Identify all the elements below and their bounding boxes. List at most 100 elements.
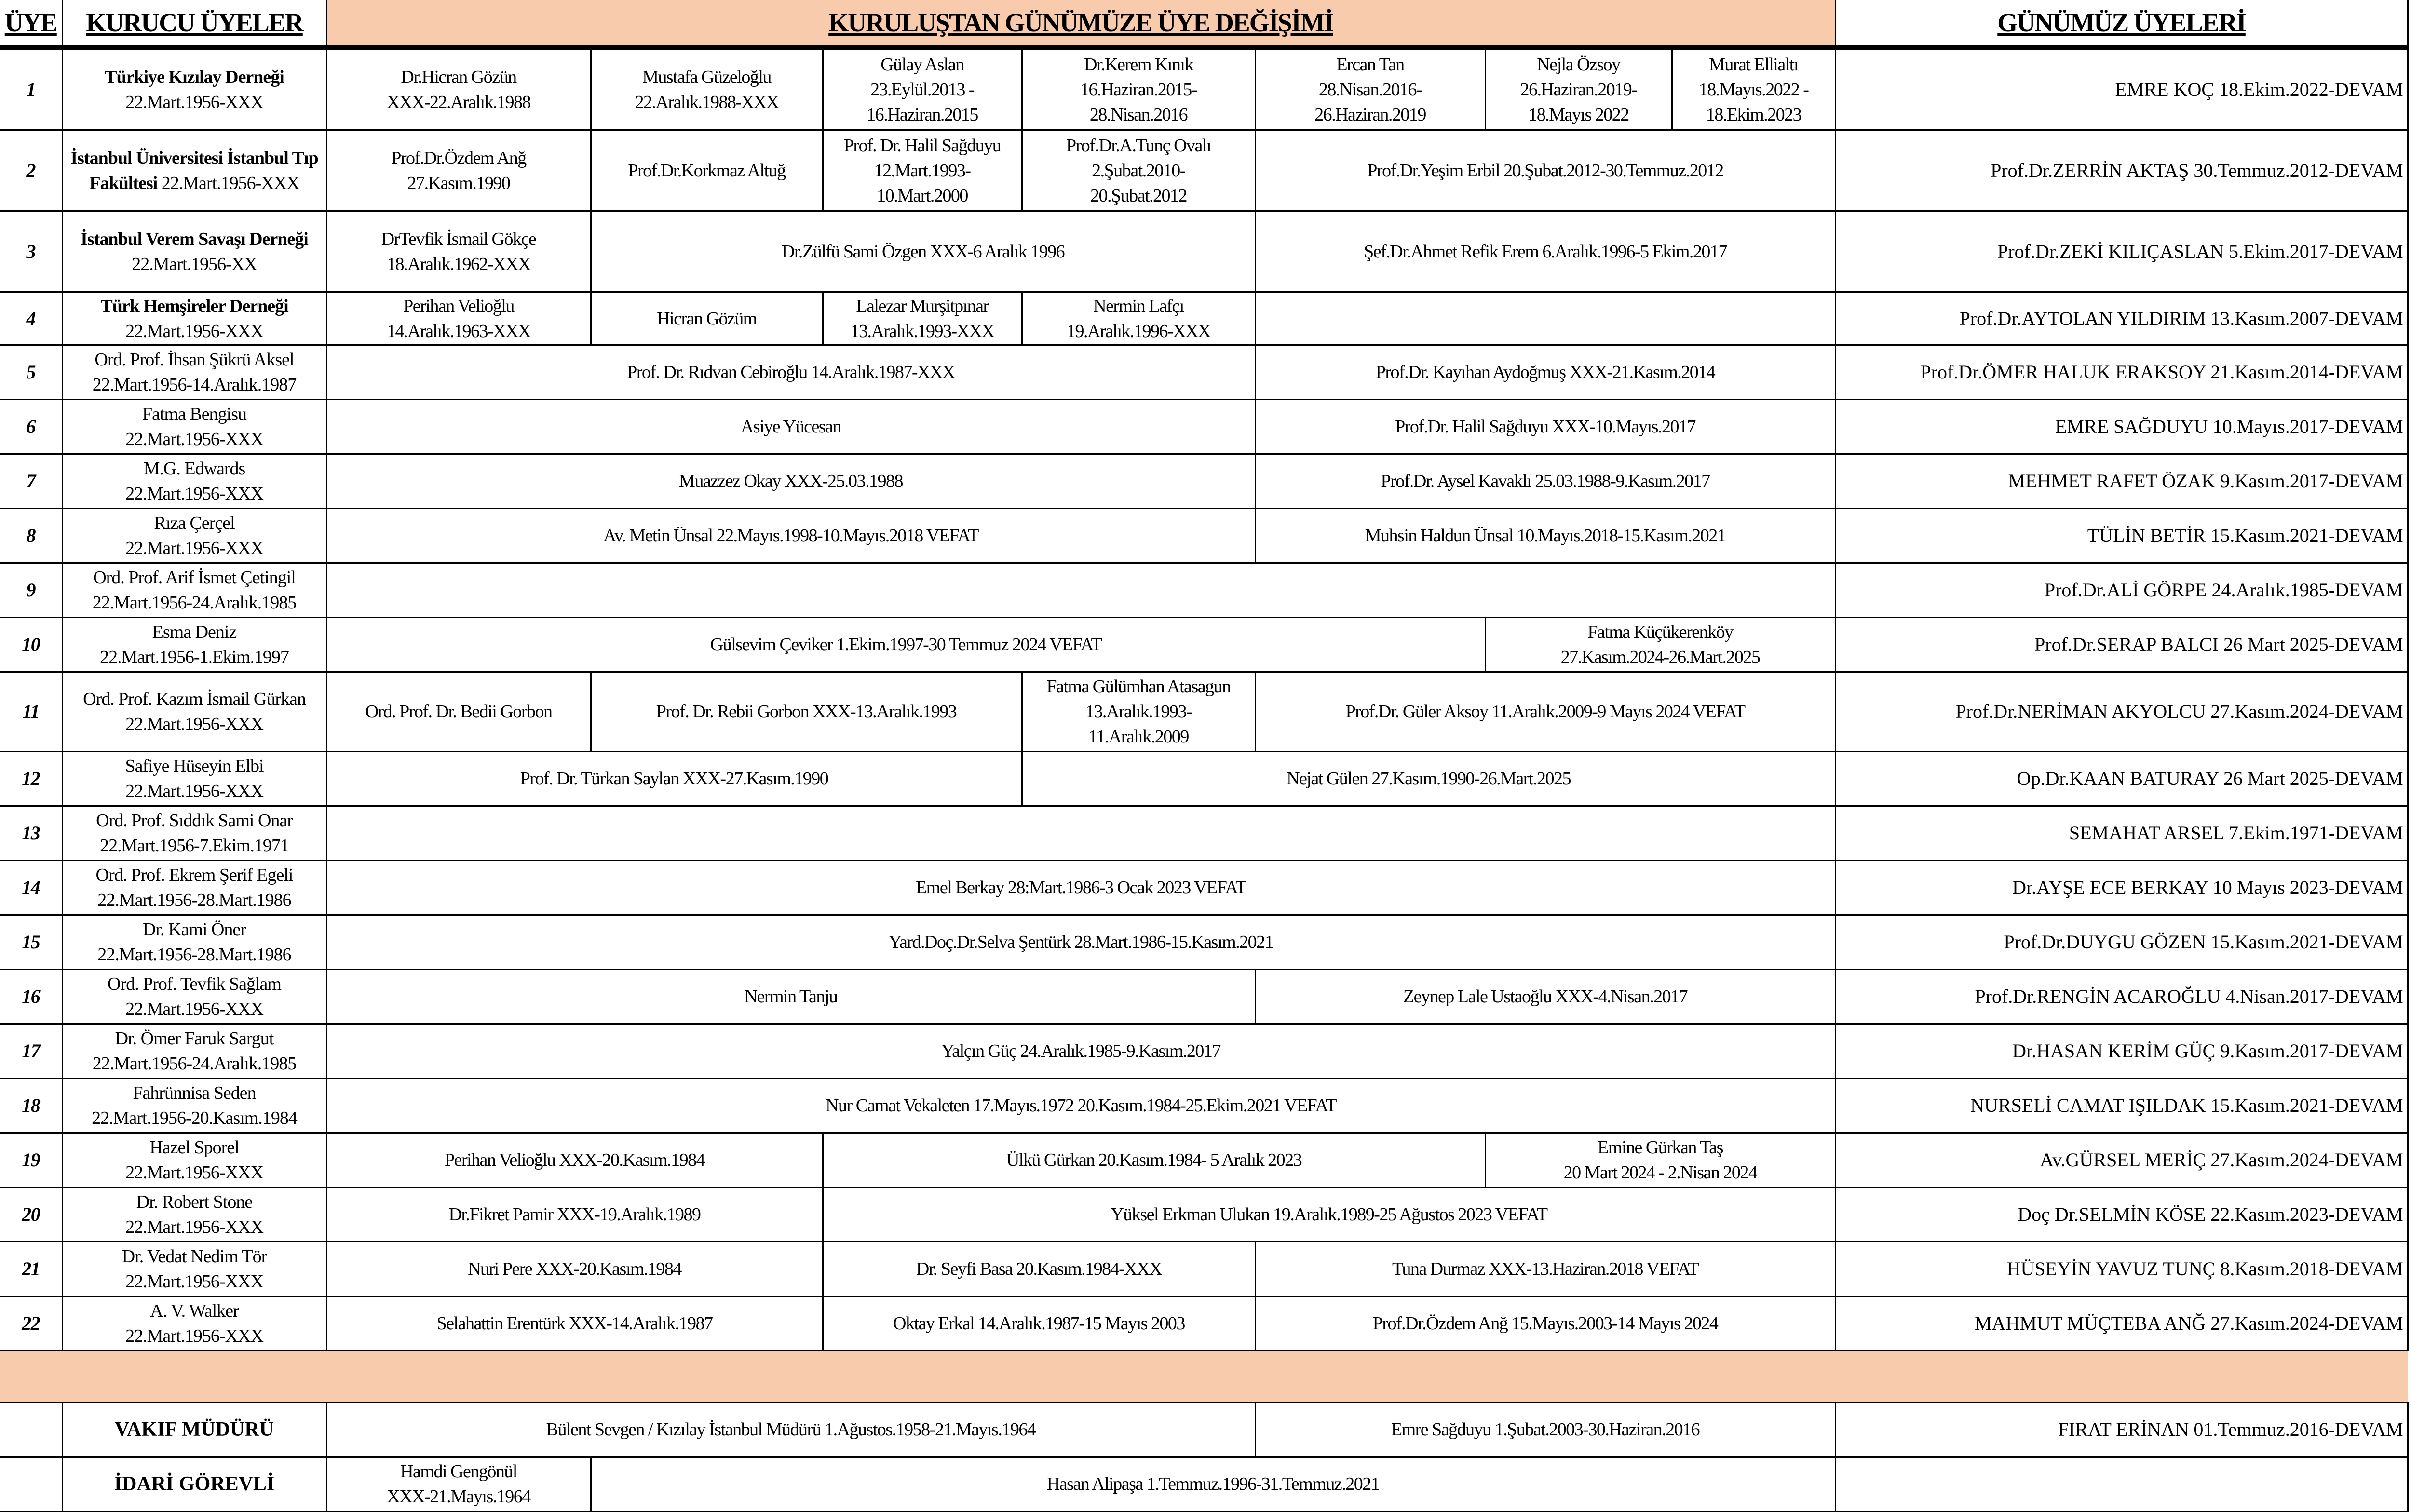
current-member: Prof.Dr.ZEKİ KILIÇASLAN 5.Ekim.2017-DEVA… — [1834, 210, 2409, 293]
staff-row: VAKIF MÜDÜRÜ Bülent Sevgen / Kızılay İsta… — [0, 1402, 2409, 1458]
member-change-cell: Dr. Seyfi Basa 20.Kasım.1984-XXX — [822, 1241, 1256, 1297]
member-change-cell: Prof. Dr. Rebii Gorbon XXX-13.Aralık.199… — [590, 671, 1023, 752]
founder-cell: Ord. Prof. Tevfik Sağlam 22.Mart.1956-XX… — [61, 969, 327, 1025]
member-change-cell: Mustafa Güzeloğlu 22.Aralık.1988-XXX — [590, 47, 824, 131]
member-number: 14 — [0, 860, 63, 916]
member-change-cell: Gülsevim Çeviker 1.Ekim.1997-30 Temmuz 2… — [325, 617, 1486, 673]
founder-dates: 22.Mart.1956-XXX — [125, 714, 264, 734]
founder-dates: 22.Mart.1956-20.Kasım.1984 — [92, 1108, 298, 1128]
current-member: MAHMUT MÜÇTEBA ANĞ 27.Kasım.2024-DEVAM — [1834, 1296, 2409, 1351]
founder-name: Fahrünnisa Seden — [133, 1083, 256, 1103]
founder-cell: Türk Hemşireler Derneği 22.Mart.1956-XXX — [61, 291, 327, 346]
founder-cell: Esma Deniz 22.Mart.1956-1.Ekim.1997 — [61, 617, 327, 673]
table-row: 8 Rıza Çerçel 22.Mart.1956-XXX Av. Metin Ü… — [0, 508, 2409, 564]
founder-dates: 22.Mart.1956-XXX — [125, 999, 264, 1019]
current-member: Av.GÜRSEL MERİÇ 27.Kasım.2024-DEVAM — [1834, 1132, 2409, 1188]
header-uye-label: ÜYE — [4, 8, 58, 37]
member-change-cell: Selahattin Erentürk XXX-14.Aralık.1987 — [325, 1296, 824, 1351]
founder-name: Fatma Bengisu — [142, 404, 247, 424]
staff-role: İDARİ GÖREVLİ — [61, 1456, 327, 1512]
header-current-label: GÜNÜMÜZ ÜYELERİ — [1997, 8, 2247, 37]
founder-cell: M.G. Edwards 22.Mart.1956-XXX — [61, 453, 327, 509]
table-row: 7 M.G. Edwards 22.Mart.1956-XXX Muazzez Ok… — [0, 453, 2409, 509]
member-number: 17 — [0, 1023, 63, 1079]
founder-dates: 22.Mart.1956-XXX — [125, 1271, 264, 1292]
staff-history-cell: Hamdi Gengönül XXX-21.Mayıs.1964 — [325, 1456, 592, 1512]
member-number: 9 — [0, 562, 63, 618]
member-change-cell: Dr.Hicran Gözün XXX-22.Aralık.1988 — [325, 47, 592, 131]
founder-dates: 22.Mart.1956-XXX — [125, 1162, 264, 1183]
current-member: Prof.Dr.NERİMAN AKYOLCU 27.Kasım.2024-DE… — [1834, 671, 2409, 752]
header-current: GÜNÜMÜZ ÜYELERİ — [1834, 0, 2409, 50]
member-change-cell: Nur Camat Vekaleten 17.Mayıs.1972 20.Kas… — [325, 1078, 1836, 1134]
member-change-cell: Av. Metin Ünsal 22.Mayıs.1998-10.Mayıs.2… — [325, 508, 1256, 564]
member-number: 22 — [0, 1296, 63, 1351]
member-number: 13 — [0, 805, 63, 861]
member-change-cell: Nermin Lafçı 19.Aralık.1996-XXX — [1021, 291, 1256, 346]
member-change-cell: Dr.Fikret Pamir XXX-19.Aralık.1989 — [325, 1187, 824, 1242]
table-row: 18 Fahrünnisa Seden 22.Mart.1956-20.Kasım… — [0, 1078, 2409, 1134]
founder-dates: 22.Mart.1956-XX — [132, 254, 257, 274]
member-change-cell: Nuri Pere XXX-20.Kasım.1984 — [325, 1241, 824, 1297]
member-number: 18 — [0, 1078, 63, 1134]
founder-name: İstanbul Üniversitesi İstanbul Tıp Fakül… — [70, 148, 318, 193]
member-change-cell: Yard.Doç.Dr.Selva Şentürk 28.Mart.1986-1… — [325, 914, 1836, 970]
table-row: 22 A. V. Walker 22.Mart.1956-XXX Selahatti… — [0, 1296, 2409, 1351]
member-change-cell: Prof.Dr.Özdem Anğ 27.Kasım.1990 — [325, 129, 592, 212]
staff-number — [0, 1402, 63, 1458]
staff-current: FIRAT ERİNAN 01.Temmuz.2016-DEVAM — [1834, 1402, 2409, 1458]
founder-dates: 22.Mart.1956-1.Ekim.1997 — [100, 647, 289, 667]
member-change-cell: Prof.Dr. Aysel Kavaklı 25.03.1988-9.Kası… — [1254, 453, 1836, 509]
member-change-cell — [1254, 291, 1836, 346]
member-change-cell: DrTevfik İsmail Gökçe 18.Aralık.1962-XXX — [325, 210, 592, 293]
founder-name: Ord. Prof. Ekrem Şerif Egeli — [95, 865, 294, 885]
member-number: 16 — [0, 969, 63, 1025]
member-change-cell: Ercan Tan 28.Nisan.2016- 26.Haziran.2019 — [1254, 47, 1486, 131]
member-change-cell: Zeynep Lale Ustaoğlu XXX-4.Nisan.2017 — [1254, 969, 1836, 1025]
founder-name: Safiye Hüseyin Elbi — [125, 756, 264, 776]
member-number: 7 — [0, 453, 63, 509]
founder-cell: İstanbul Üniversitesi İstanbul Tıp Fakül… — [61, 129, 327, 212]
header-uye: ÜYE — [0, 0, 63, 50]
founder-name: Hazel Sporel — [149, 1137, 239, 1158]
member-number: 15 — [0, 914, 63, 970]
table-row: 20 Dr. Robert Stone 22.Mart.1956-XXX Dr.Fi… — [0, 1187, 2409, 1242]
header-changes-label: KURULUŞTAN GÜNÜMÜZE ÜYE DEĞİŞİMİ — [828, 8, 1334, 37]
member-change-cell: Hicran Gözüm — [590, 291, 824, 346]
founder-name: Türkiye Kızılay Derneği — [105, 67, 284, 87]
table-row: 19 Hazel Sporel 22.Mart.1956-XXX Perihan V… — [0, 1132, 2409, 1188]
founder-name: Ord. Prof. Sıddık Sami Onar — [96, 810, 293, 831]
founder-name: Ord. Prof. İhsan Şükrü Aksel — [95, 350, 294, 370]
founder-cell: Ord. Prof. Kazım İsmail Gürkan 22.Mart.1… — [61, 671, 327, 752]
member-change-cell: Prof.Dr.Özdem Anğ 15.Mayıs.2003-14 Mayıs… — [1254, 1296, 1836, 1351]
member-change-cell: Asiye Yücesan — [325, 399, 1256, 455]
member-number: 11 — [0, 671, 63, 752]
current-member: Prof.Dr.DUYGU GÖZEN 15.Kasım.2021-DEVAM — [1834, 914, 2409, 970]
table-row: 6 Fatma Bengisu 22.Mart.1956-XXX Asiye Yüc… — [0, 399, 2409, 455]
member-number: 3 — [0, 210, 63, 293]
member-number: 10 — [0, 617, 63, 673]
current-member: Op.Dr.KAAN BATURAY 26 Mart 2025-DEVAM — [1834, 751, 2409, 807]
founder-dates: 22.Mart.1956-7.Ekim.1971 — [100, 836, 289, 856]
staff-number — [0, 1456, 63, 1512]
member-change-cell: Muhsin Haldun Ünsal 10.Mayıs.2018-15.Kas… — [1254, 508, 1836, 564]
member-change-cell: Nermin Tanju — [325, 969, 1256, 1025]
founder-cell: Dr. Vedat Nedim Tör 22.Mart.1956-XXX — [61, 1241, 327, 1297]
table-row: 15 Dr. Kami Öner 22.Mart.1956-28.Mart.198… — [0, 914, 2409, 970]
member-number: 21 — [0, 1241, 63, 1297]
table-row: 3 İstanbul Verem Savaşı Derneği 22.Mart.1… — [0, 210, 2409, 293]
member-change-cell: Dr.Kerem Kınık 16.Haziran.2015- 28.Nisan… — [1021, 47, 1256, 131]
founder-dates: 22.Mart.1956-XXX — [125, 538, 264, 558]
member-number: 8 — [0, 508, 63, 564]
founder-cell: Rıza Çerçel 22.Mart.1956-XXX — [61, 508, 327, 564]
member-number: 5 — [0, 344, 63, 400]
current-member: Prof.Dr.ZERRİN AKTAŞ 30.Temmuz.2012-DEVA… — [1834, 129, 2409, 212]
current-member: Dr.HASAN KERİM GÜÇ 9.Kasım.2017-DEVAM — [1834, 1023, 2409, 1079]
founder-cell: İstanbul Verem Savaşı Derneği 22.Mart.19… — [61, 210, 327, 293]
member-change-cell: Dr.Zülfü Sami Özgen XXX-6 Aralık 1996 — [590, 210, 1256, 293]
current-member: Doç Dr.SELMİN KÖSE 22.Kasım.2023-DEVAM — [1834, 1187, 2409, 1242]
current-member: NURSELİ CAMAT IŞILDAK 15.Kasım.2021-DEVA… — [1834, 1078, 2409, 1134]
current-member: MEHMET RAFET ÖZAK 9.Kasım.2017-DEVAM — [1834, 453, 2409, 509]
founder-name: Dr. Vedat Nedim Tör — [122, 1246, 267, 1267]
founder-cell: Dr. Robert Stone 22.Mart.1956-XXX — [61, 1187, 327, 1242]
